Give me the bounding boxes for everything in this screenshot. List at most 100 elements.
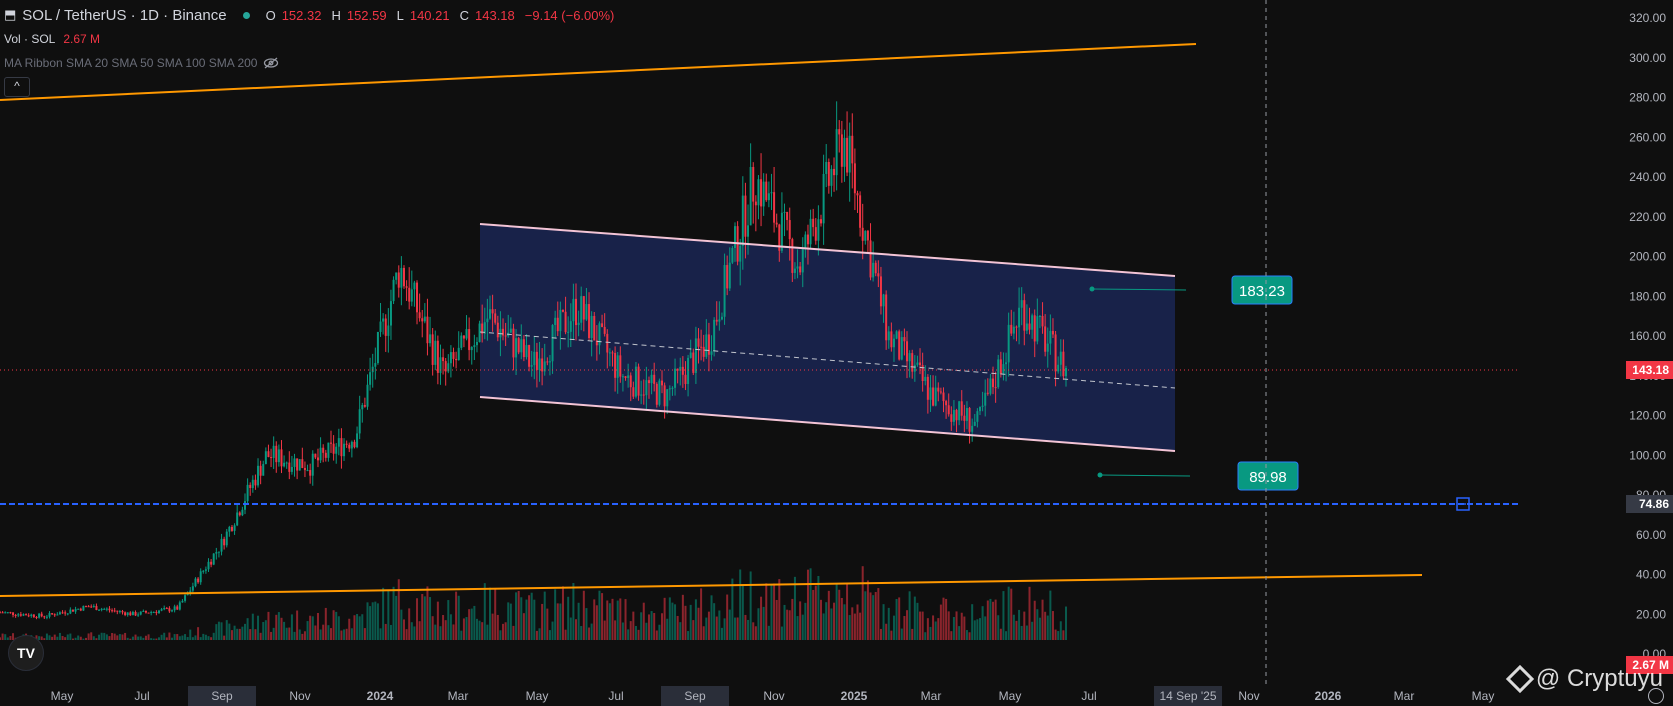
candle-body bbox=[19, 614, 22, 616]
volume-bar bbox=[994, 599, 997, 640]
eye-off-icon[interactable] bbox=[263, 57, 279, 69]
volume-bar bbox=[749, 571, 752, 640]
candle-body bbox=[1002, 364, 1005, 374]
volume-bar bbox=[934, 621, 937, 640]
volume-bar bbox=[697, 607, 700, 640]
candle-body bbox=[575, 298, 578, 326]
volume-bar bbox=[241, 626, 244, 640]
volume-bar bbox=[640, 612, 643, 640]
candle-body bbox=[864, 230, 867, 241]
candle-body bbox=[207, 561, 210, 570]
candle-body bbox=[395, 272, 398, 280]
volume-bar bbox=[327, 625, 330, 640]
volume-legend[interactable]: Vol · SOL 2.67 M bbox=[4, 32, 618, 50]
candle-body bbox=[197, 578, 200, 583]
candle-body bbox=[963, 415, 966, 421]
candle-body bbox=[303, 467, 306, 471]
candle-body bbox=[637, 366, 640, 396]
volume-bar bbox=[1031, 621, 1034, 640]
volume-bar bbox=[793, 576, 796, 640]
candle-body bbox=[131, 611, 134, 616]
volume-bar bbox=[658, 624, 661, 640]
volume-bar bbox=[955, 611, 958, 640]
candle-body bbox=[843, 137, 846, 167]
volume-bar bbox=[838, 589, 841, 640]
volume-bar bbox=[661, 613, 664, 640]
candle-body bbox=[38, 613, 41, 618]
candle-body bbox=[791, 239, 794, 273]
channel-fill bbox=[480, 224, 1175, 451]
volume-bar bbox=[1054, 629, 1057, 640]
volume-bar bbox=[1025, 625, 1028, 640]
volume-bar bbox=[921, 611, 924, 640]
volume-bar bbox=[512, 625, 515, 640]
candle-body bbox=[470, 347, 473, 351]
candle-body bbox=[994, 387, 997, 389]
candle-body bbox=[726, 265, 729, 289]
volume-bar bbox=[642, 602, 645, 640]
axis-price-badge: 2.67 M bbox=[1632, 658, 1669, 672]
volume-bar bbox=[246, 618, 249, 640]
volume-bar bbox=[449, 614, 452, 640]
volume-bar bbox=[421, 593, 424, 640]
volume-bar bbox=[186, 637, 189, 640]
candle-body bbox=[1028, 323, 1031, 330]
candle-body bbox=[556, 317, 559, 332]
candle-body bbox=[919, 362, 922, 366]
symbol-icon[interactable]: ⬒ bbox=[4, 7, 17, 22]
channel-price-label-bg bbox=[1237, 461, 1299, 491]
symbol-title[interactable]: SOL / TetherUS · 1D · Binance bbox=[22, 6, 227, 24]
volume-bar bbox=[465, 617, 468, 640]
volume-bar bbox=[103, 632, 106, 640]
volume-bar bbox=[236, 628, 239, 640]
candle-body bbox=[460, 335, 463, 348]
volume-bar bbox=[129, 638, 132, 640]
candle-body bbox=[71, 609, 74, 612]
volume-bar bbox=[900, 628, 903, 640]
candle-body bbox=[945, 401, 948, 406]
candle-body bbox=[661, 380, 664, 386]
ma-ribbon-legend[interactable]: MA Ribbon SMA 20 SMA 50 SMA 100 SMA 200 bbox=[4, 54, 618, 72]
y-axis-tick-label: 60.00 bbox=[1636, 528, 1666, 542]
candle-body bbox=[859, 195, 862, 228]
volume-bar bbox=[40, 636, 43, 640]
collapse-legend-button[interactable]: ^ bbox=[4, 77, 30, 97]
volume-bar bbox=[739, 569, 742, 640]
crosshair-date-bg bbox=[1154, 686, 1222, 706]
candle-body bbox=[491, 309, 494, 314]
candle-body bbox=[400, 267, 403, 288]
candle-body bbox=[118, 611, 121, 613]
candle-body bbox=[598, 323, 601, 346]
candle-body bbox=[700, 346, 703, 348]
volume-bar bbox=[1020, 625, 1023, 640]
volume-bar bbox=[770, 584, 773, 640]
candle-body bbox=[999, 359, 1002, 374]
volume-bar bbox=[392, 586, 395, 640]
volume-bar bbox=[621, 622, 624, 640]
candle-body bbox=[720, 316, 723, 320]
volume-bar bbox=[971, 604, 974, 640]
volume-bar bbox=[984, 616, 987, 640]
volume-bar bbox=[275, 614, 278, 640]
volume-bar bbox=[822, 613, 825, 640]
candle-body bbox=[100, 608, 103, 610]
volume-bar bbox=[66, 634, 69, 640]
volume-bar bbox=[1012, 614, 1015, 640]
volume-bar bbox=[629, 621, 632, 640]
tradingview-logo[interactable]: TV bbox=[8, 635, 44, 671]
candle-body bbox=[319, 447, 322, 461]
candle-body bbox=[90, 606, 93, 608]
x-axis-tick-label: Nov bbox=[763, 689, 784, 703]
volume-bar bbox=[515, 592, 518, 640]
volume-bar bbox=[741, 584, 744, 640]
candle-body bbox=[51, 613, 54, 615]
candle-body bbox=[971, 425, 974, 432]
candle-body bbox=[499, 328, 502, 338]
candle-body bbox=[564, 311, 567, 333]
settings-gear-icon[interactable] bbox=[1648, 688, 1664, 704]
candle-body bbox=[0, 612, 1, 614]
candle-body bbox=[1065, 367, 1067, 377]
crosshair-date-bg bbox=[661, 686, 729, 706]
